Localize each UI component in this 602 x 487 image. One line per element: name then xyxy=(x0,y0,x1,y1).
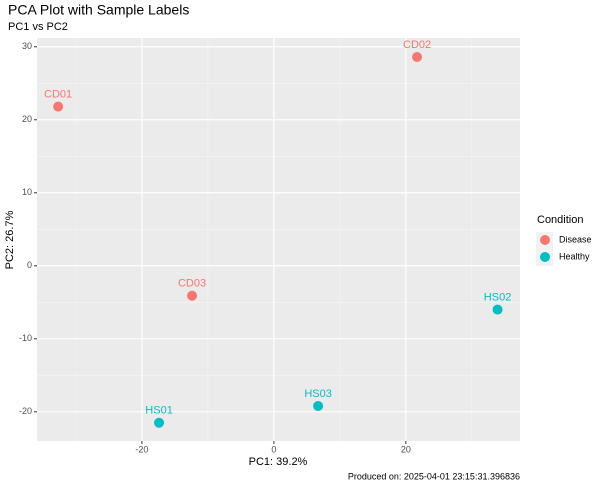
legend-label: Disease xyxy=(559,234,592,244)
point-label: HS03 xyxy=(304,388,332,400)
point-label: CD01 xyxy=(44,89,72,101)
legend-key xyxy=(540,235,550,245)
point xyxy=(187,290,198,301)
point xyxy=(154,417,165,428)
point-label: CD03 xyxy=(178,278,206,290)
point-label: CD02 xyxy=(403,39,431,51)
point xyxy=(492,304,503,315)
point xyxy=(412,51,423,62)
y-tick-label: 20 xyxy=(22,114,32,124)
legend-label: Healthy xyxy=(559,251,590,261)
y-tick-label: 10 xyxy=(22,187,32,197)
legend-title: Condition xyxy=(537,214,583,226)
y-tick-label: -20 xyxy=(19,406,32,416)
point xyxy=(313,400,324,411)
y-tick-label: 30 xyxy=(22,41,32,51)
legend-key xyxy=(540,252,550,262)
y-tick-label: -10 xyxy=(19,333,32,343)
point xyxy=(53,101,64,112)
panel xyxy=(37,38,520,441)
chart-subtitle: PC1 vs PC2 xyxy=(8,21,68,33)
point-label: HS01 xyxy=(145,405,173,417)
x-axis-title: PC1: 39.2% xyxy=(249,456,308,468)
x-tick-label: 20 xyxy=(401,444,411,454)
point-label: HS02 xyxy=(484,291,512,303)
x-tick-label: -20 xyxy=(135,444,148,454)
y-tick-label: 0 xyxy=(27,260,32,270)
y-axis-title: PC2: 26.7% xyxy=(4,210,16,269)
caption: Produced on: 2025-04-01 23:15:31.396836 xyxy=(348,471,520,481)
x-tick-label: 0 xyxy=(271,444,276,454)
chart-title: PCA Plot with Sample Labels xyxy=(8,2,189,18)
